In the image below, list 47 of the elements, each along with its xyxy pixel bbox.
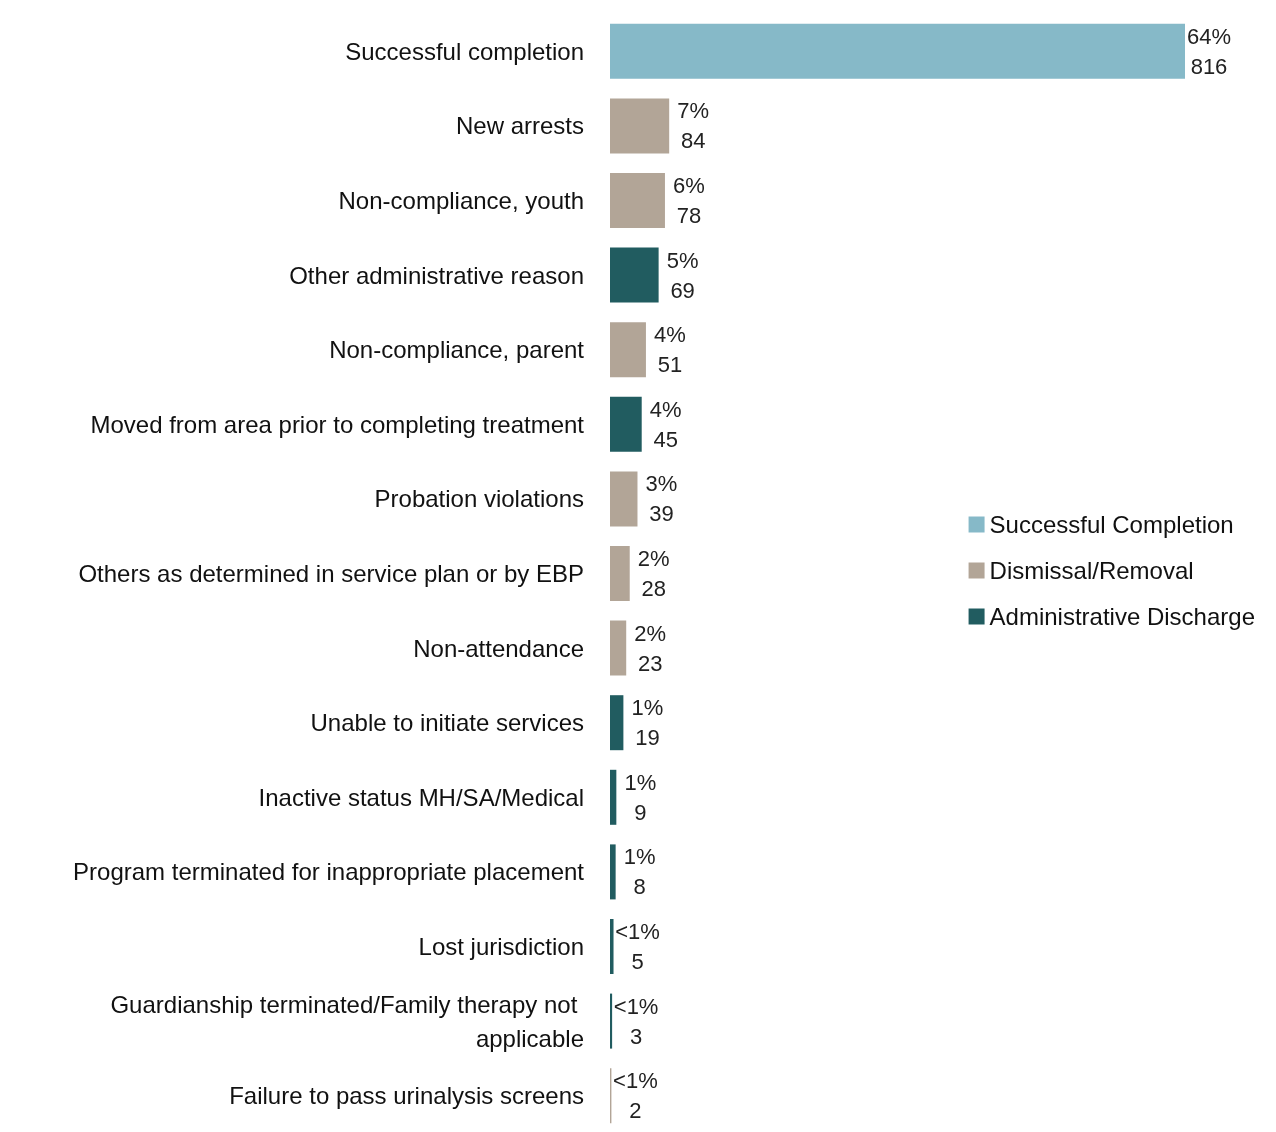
legend-label: Successful Completion bbox=[989, 511, 1234, 538]
data-label: 3% 39 bbox=[645, 471, 678, 527]
y-tick-label: Non-attendance bbox=[413, 634, 584, 662]
y-tick-label: Non-compliance, youth bbox=[338, 187, 584, 214]
bar bbox=[610, 993, 613, 1049]
data-label: 64% 816 bbox=[1186, 23, 1232, 79]
data-label: 6% 78 bbox=[673, 173, 705, 228]
legend-label: Administrative Discharge bbox=[989, 603, 1256, 630]
y-tick-label: New arrests bbox=[455, 112, 584, 140]
bar bbox=[610, 322, 646, 378]
y-tick-label: Lost jurisdiction bbox=[418, 933, 584, 960]
bar bbox=[610, 844, 616, 900]
y-tick-label: Others as determined in service plan or by EBP bbox=[78, 560, 584, 587]
y-tick-label: Moved from area prior to completing treatment bbox=[90, 410, 585, 438]
bar bbox=[610, 23, 1185, 79]
data-label: 1% 19 bbox=[631, 695, 664, 751]
data-label: 2% 23 bbox=[634, 620, 667, 676]
legend-label: Dismissal/Removal bbox=[989, 557, 1194, 584]
bar bbox=[610, 98, 670, 154]
y-tick-label: Program terminated for inappropriate placement bbox=[73, 858, 585, 886]
data-label: 7% 84 bbox=[677, 98, 710, 154]
bar bbox=[610, 695, 624, 751]
y-tick-label: Unable to initiate services bbox=[310, 709, 584, 737]
y-tick-label: Inactive status MH/SA/Medical bbox=[258, 783, 584, 811]
bar bbox=[610, 919, 614, 974]
data-label: <1% 3 bbox=[613, 993, 659, 1049]
y-tick-label: Other administrative reason bbox=[289, 261, 584, 289]
data-label: 4% 51 bbox=[654, 322, 686, 378]
data-label: <1% 2 bbox=[613, 1068, 658, 1124]
data-label: 5% 69 bbox=[666, 247, 699, 303]
data-label: 2% 28 bbox=[637, 546, 670, 601]
bar bbox=[610, 471, 638, 527]
data-label: 1% 8 bbox=[623, 844, 656, 900]
bar bbox=[610, 620, 627, 676]
data-label: <1% 5 bbox=[615, 919, 660, 974]
data-label: 4% 45 bbox=[649, 396, 682, 452]
y-tick-label: Successful completion bbox=[345, 37, 584, 65]
bar bbox=[610, 247, 659, 303]
y-tick-label: Failure to pass urinalysis screens bbox=[229, 1082, 584, 1110]
y-tick-label: Guardianship terminated/Family therapy not applicable bbox=[110, 990, 584, 1052]
bar bbox=[610, 396, 642, 452]
bar bbox=[610, 173, 665, 228]
y-tick-label: Probation violations bbox=[374, 485, 584, 513]
bar bbox=[610, 546, 630, 601]
y-tick-label: Non-compliance, parent bbox=[329, 336, 585, 364]
bar bbox=[610, 769, 617, 825]
data-label: 1% 9 bbox=[624, 769, 657, 825]
